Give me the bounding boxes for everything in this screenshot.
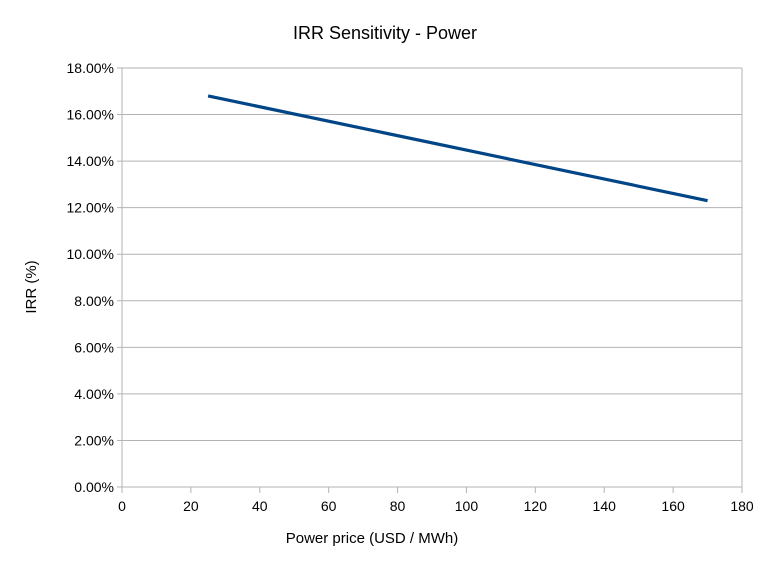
y-tick-label: 18.00% [67,60,114,76]
y-tick-label: 2.00% [74,432,114,448]
x-tick-label: 40 [252,498,268,514]
y-tick-label: 14.00% [67,153,114,169]
y-tick-label: 4.00% [74,386,114,402]
y-tick-label: 16.00% [67,107,114,123]
axes [121,68,743,488]
y-tick-label: 0.00% [74,479,114,495]
x-axis-title: Power price (USD / MWh) [286,530,459,547]
y-tick-label: 8.00% [74,293,114,309]
x-tick-label: 80 [390,498,406,514]
y-tick-labels: 0.00% 2.00% 4.00% 6.00% 8.00% 10.00% 12.00% 14.… [67,60,114,495]
x-tick-labels: 0 20 40 60 80 100 120 140 160 180 [118,498,754,514]
y-tick-label: 12.00% [67,200,114,216]
x-tick-label: 140 [593,498,617,514]
y-tick-label: 10.00% [67,246,114,262]
x-tick-label: 120 [524,498,548,514]
x-tick-label: 160 [661,498,685,514]
chart-title: IRR Sensitivity - Power [293,23,477,43]
irr-series-line [207,94,708,203]
y-axis-title: IRR (%) [23,260,40,313]
x-tick-label: 60 [321,498,337,514]
x-tick-label: 20 [183,498,199,514]
x-tick-label: 180 [730,498,754,514]
x-tick-label: 100 [455,498,479,514]
series-lines [207,94,708,203]
x-tick-label: 0 [118,498,126,514]
y-tick-label: 6.00% [74,339,114,355]
gridlines [117,67,743,493]
